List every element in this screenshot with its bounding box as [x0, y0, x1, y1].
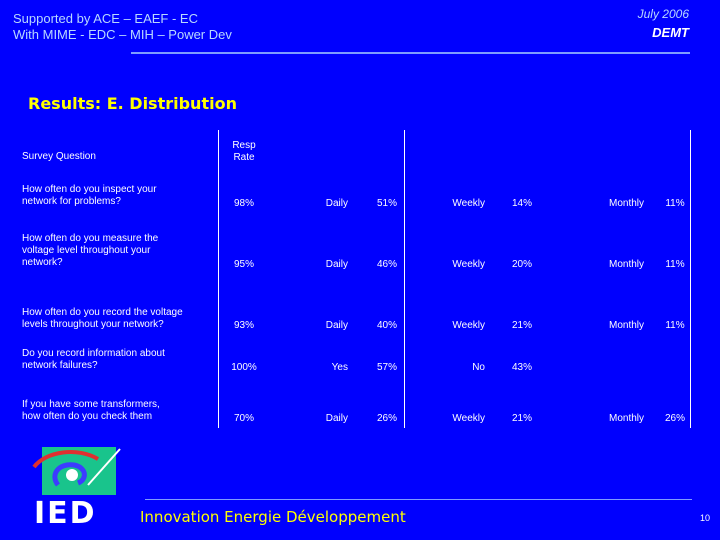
header-org: DEMT — [652, 25, 689, 40]
question-text: Do you record information about network … — [22, 348, 218, 372]
question-line: How often do you inspect your — [22, 184, 157, 195]
option-label-3: Monthly — [608, 259, 644, 270]
footer-divider — [145, 499, 692, 500]
sponsor-line-1: Supported by ACE – EAEF - EC — [13, 11, 198, 26]
table-border-left — [218, 130, 219, 428]
question-text: How often do you measure the voltage lev… — [22, 233, 218, 269]
question-text: If you have some transformers, how often… — [22, 399, 218, 423]
page-number: 10 — [699, 513, 710, 523]
option-label-2: Weekly — [452, 413, 485, 424]
question-line: How often do you record the voltage — [22, 307, 183, 318]
footer-org-name: Innovation Energie Développement — [140, 508, 406, 526]
option-label-3: Monthly — [608, 413, 644, 424]
option-value-1: 57% — [376, 362, 397, 373]
option-label-2: Weekly — [452, 259, 485, 270]
option-label-1: Daily — [325, 413, 348, 424]
option-value-1: 40% — [376, 320, 397, 331]
option-label-2: Weekly — [452, 198, 485, 209]
question-line: how often do you check them — [22, 411, 153, 422]
resp-rate: 95% — [233, 259, 254, 270]
col-header-question: Survey Question — [22, 151, 96, 162]
option-label-3: Monthly — [608, 320, 644, 331]
ied-logo: IED — [28, 445, 124, 533]
resp-rate-line-1: Resp — [232, 140, 256, 151]
option-label-1: Daily — [325, 198, 348, 209]
sponsor-line-2: With MIME - EDC – MIH – Power Dev — [13, 27, 232, 42]
table-border-mid — [404, 130, 405, 428]
option-label-1: Yes — [331, 362, 348, 373]
option-value-2: 20% — [511, 259, 532, 270]
question-text: How often do you inspect your network fo… — [22, 184, 218, 208]
page-title: Results: E. Distribution — [28, 94, 237, 113]
resp-rate: 93% — [233, 320, 254, 331]
header-right: July 2006 DEMT — [638, 6, 689, 41]
option-label-2: No — [472, 362, 485, 373]
option-value-2: 21% — [511, 320, 532, 331]
option-value-2: 43% — [511, 362, 532, 373]
resp-rate: 98% — [233, 198, 254, 209]
option-value-3: 11% — [665, 198, 685, 209]
logo-text: IED — [34, 496, 97, 531]
option-value-1: 51% — [376, 198, 397, 209]
question-line: voltage level throughout your — [22, 245, 151, 256]
option-value-2: 21% — [511, 413, 532, 424]
resp-rate-line-2: Rate — [233, 152, 255, 163]
option-value-1: 26% — [376, 413, 397, 424]
table-border-right — [690, 130, 691, 428]
question-line: network for problems? — [22, 196, 121, 207]
question-line: If you have some transformers, — [22, 399, 160, 410]
col-header-resp-rate: Resp Rate — [222, 140, 266, 164]
option-label-2: Weekly — [452, 320, 485, 331]
header-date: July 2006 — [637, 7, 689, 21]
option-label-3: Monthly — [608, 198, 644, 209]
header-left: Supported by ACE – EAEF - EC With MIME -… — [13, 11, 232, 43]
question-text: How often do you record the voltage leve… — [22, 307, 218, 331]
swirl-icon — [32, 448, 121, 487]
resp-rate: 100% — [231, 362, 257, 373]
option-value-3: 11% — [665, 320, 685, 331]
option-value-3: 26% — [664, 413, 685, 424]
option-label-1: Daily — [325, 259, 348, 270]
question-line: How often do you measure the — [22, 233, 159, 244]
resp-rate: 70% — [233, 413, 254, 424]
question-line: network? — [22, 257, 63, 268]
question-line: Do you record information about — [22, 348, 165, 359]
header-divider — [131, 52, 690, 54]
option-value-3: 11% — [665, 259, 685, 270]
option-value-1: 46% — [376, 259, 397, 270]
question-line: levels throughout your network? — [22, 319, 164, 330]
question-line: network failures? — [22, 360, 98, 371]
option-value-2: 14% — [511, 198, 532, 209]
option-label-1: Daily — [325, 320, 348, 331]
